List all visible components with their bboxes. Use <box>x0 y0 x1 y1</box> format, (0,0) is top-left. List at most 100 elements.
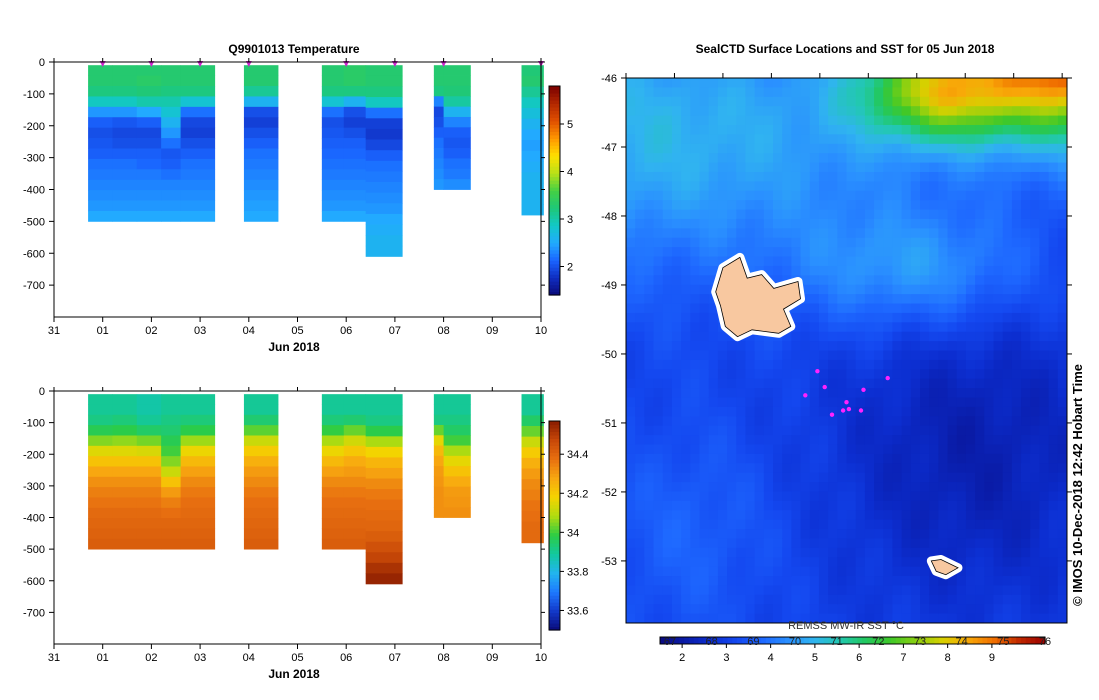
sst-cell <box>773 566 783 577</box>
sst-cell <box>910 106 921 117</box>
sst-cell <box>837 341 847 351</box>
sst-cell <box>828 256 838 267</box>
salinity-cell <box>321 476 345 488</box>
y-tick-label: 0 <box>39 57 45 69</box>
sst-cell <box>671 78 682 88</box>
salinity-cell <box>180 435 216 447</box>
temperature-cell <box>521 65 544 77</box>
salinity-cell <box>365 552 403 564</box>
sst-cell <box>1002 519 1013 530</box>
sst-cell <box>1057 162 1068 173</box>
sst-cell <box>1048 247 1059 258</box>
sst-cell <box>690 397 700 408</box>
sst-cell <box>644 331 655 342</box>
sst-cell <box>920 209 930 220</box>
sst-cell <box>699 463 710 474</box>
salinity-cell <box>521 447 544 459</box>
sst-cell <box>874 331 884 342</box>
sst-cell <box>809 435 820 445</box>
sst-cell <box>681 350 691 361</box>
sst-cell <box>938 303 949 314</box>
sst-cell <box>874 435 884 445</box>
salinity-cell <box>365 425 403 437</box>
salinity-cell <box>161 476 182 488</box>
sst-cell <box>763 472 774 483</box>
sst-cell <box>662 406 673 417</box>
sst-cell <box>690 190 700 201</box>
sst-cell <box>818 153 829 164</box>
salinity-cell <box>321 497 345 509</box>
sst-cell <box>1021 87 1031 98</box>
sst-cell <box>892 218 903 229</box>
sst-cell <box>1011 322 1022 333</box>
sst-cell <box>745 388 756 398</box>
sst-cell <box>938 209 949 220</box>
sst-cell <box>681 538 691 549</box>
sst-cell <box>681 453 691 464</box>
temperature-cell <box>321 158 345 170</box>
sst-cell <box>993 171 1004 182</box>
sst-cell <box>635 472 645 483</box>
sst-cell <box>791 444 802 455</box>
salinity-cell <box>365 394 403 406</box>
sst-cell <box>635 87 645 98</box>
sst-cell <box>800 397 811 408</box>
sst-cell <box>901 322 912 333</box>
sst-cell <box>626 369 636 380</box>
sst-cell <box>1011 369 1022 380</box>
sst-cell <box>809 444 820 455</box>
sst-cell <box>818 322 829 333</box>
temperature-cell <box>433 137 444 149</box>
sst-cell <box>809 181 820 192</box>
sst-cell <box>910 388 921 398</box>
sst-cell <box>754 388 765 398</box>
sst-cell <box>892 538 903 549</box>
sst-cell <box>671 87 682 98</box>
sst-cell <box>736 576 746 586</box>
sst-cell <box>809 171 820 182</box>
temperature-cell <box>521 118 544 130</box>
salinity-cell <box>112 507 138 519</box>
sst-cell <box>626 256 636 267</box>
sst-cell <box>671 200 682 211</box>
salinity-cell <box>161 456 182 467</box>
sst-cell <box>1030 322 1040 333</box>
sst-cell <box>837 106 847 117</box>
colorbar-segment <box>549 515 560 520</box>
island-kerguelen <box>715 256 801 338</box>
sst-cell <box>626 115 636 126</box>
sst-cell <box>828 594 838 605</box>
sst-cell <box>727 247 737 258</box>
temperature-cell <box>321 179 345 191</box>
sst-cell <box>708 341 719 351</box>
sst-cell <box>717 171 728 182</box>
temperature-cell <box>112 158 138 170</box>
sst-cell <box>626 341 636 351</box>
sst-cell <box>828 247 838 258</box>
temperature-cell <box>433 158 444 170</box>
sst-cell <box>929 143 939 154</box>
sst-cell <box>846 181 857 192</box>
sst-cell <box>745 78 756 88</box>
sst-cell <box>763 87 774 98</box>
sst-cell <box>1011 265 1022 276</box>
sst-cell <box>699 604 710 615</box>
sst-cell <box>993 143 1004 154</box>
sst-cell <box>855 491 866 502</box>
sst-cell <box>662 491 673 502</box>
sst-cell <box>1011 500 1022 511</box>
sst-cell <box>901 378 912 389</box>
sst-cell <box>846 209 857 220</box>
sst-cell <box>938 322 949 333</box>
salinity-cell <box>521 500 544 512</box>
sst-cell <box>671 453 682 464</box>
sst-cell <box>892 96 903 107</box>
sst-cell <box>662 209 673 220</box>
sst-cell <box>901 585 912 596</box>
sst-cell <box>699 435 710 445</box>
sst-cell <box>929 576 939 586</box>
sst-cell <box>782 463 792 474</box>
sst-cell <box>1057 444 1068 455</box>
sst-cell <box>956 190 967 201</box>
sst-cell <box>717 435 728 445</box>
